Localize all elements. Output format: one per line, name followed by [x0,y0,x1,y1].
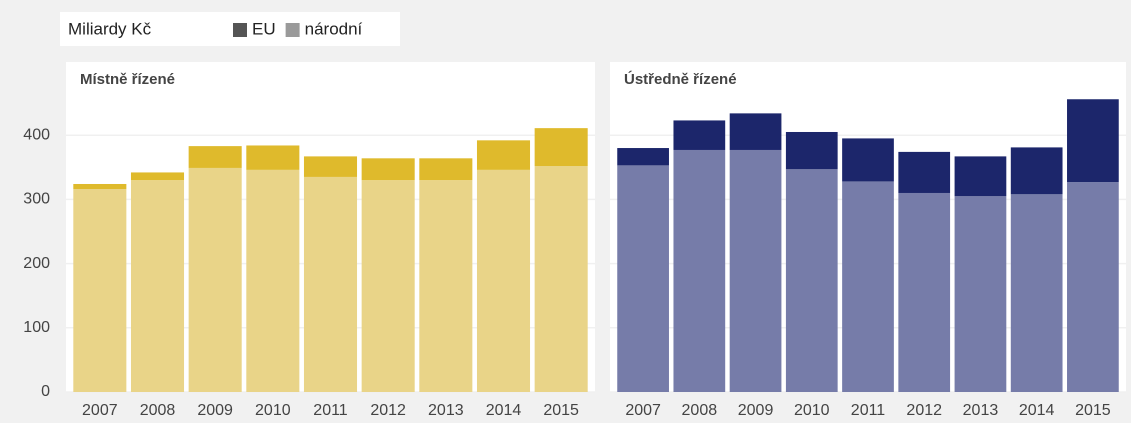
unit-label: Miliardy Kč [68,19,152,38]
y-tick-label: 100 [23,319,50,336]
x-tick-label: 2015 [543,402,579,419]
bar [617,165,669,392]
x-tick-label: 2012 [370,402,406,419]
legend-label: EU [252,19,276,38]
bar [954,196,1007,392]
panel-title: Ústředně řízené [624,70,737,88]
x-tick-label: 2007 [625,402,661,419]
bar [303,156,358,177]
bar [130,172,185,181]
y-tick-label: 400 [23,126,50,143]
bar [1010,194,1063,392]
y-tick-label: 0 [41,383,50,400]
bar [1067,99,1119,183]
bar [188,167,242,392]
bar [246,145,300,170]
bar [303,176,358,392]
bar [842,138,894,182]
legend-swatch [233,23,247,37]
bar [842,181,894,392]
y-tick-label: 300 [23,191,50,208]
x-tick-label: 2013 [428,402,464,419]
x-tick-label: 2008 [682,402,718,419]
bar [534,166,588,392]
bar [476,140,531,170]
header-box [60,12,400,46]
panel-title: Místně řízené [80,71,175,88]
x-tick-label: 2011 [851,402,886,419]
bar [419,158,473,181]
x-tick-label: 2009 [197,402,233,419]
bar [73,189,127,392]
bar [729,113,782,150]
bar [729,149,782,392]
bar [246,169,300,392]
x-tick-label: 2011 [313,402,348,419]
bar [673,149,726,392]
y-tick-label: 200 [23,255,50,272]
legend-swatch [285,23,300,37]
x-tick-label: 2014 [1019,402,1055,419]
bar [534,128,588,167]
bar [673,120,726,150]
legend-label: národní [305,19,363,38]
x-tick-label: 2008 [140,402,176,419]
bar [954,156,1007,197]
x-tick-label: 2010 [255,402,291,419]
bar [1010,147,1063,195]
bar [361,158,415,181]
bar [1067,182,1119,392]
x-tick-label: 2014 [486,402,522,419]
bar [188,146,242,168]
x-tick-label: 2009 [738,402,774,419]
bar [898,151,951,193]
bar [785,169,838,392]
bar [476,169,531,392]
bar [617,148,669,166]
bar [785,131,838,170]
bar [130,180,185,392]
bar [898,192,951,392]
x-tick-label: 2013 [963,402,999,419]
x-tick-label: 2007 [82,402,118,419]
bar [419,180,473,392]
bar [361,180,415,392]
bar [73,183,127,190]
x-tick-label: 2015 [1075,402,1111,419]
x-tick-label: 2012 [906,402,942,419]
x-tick-label: 2010 [794,402,830,419]
